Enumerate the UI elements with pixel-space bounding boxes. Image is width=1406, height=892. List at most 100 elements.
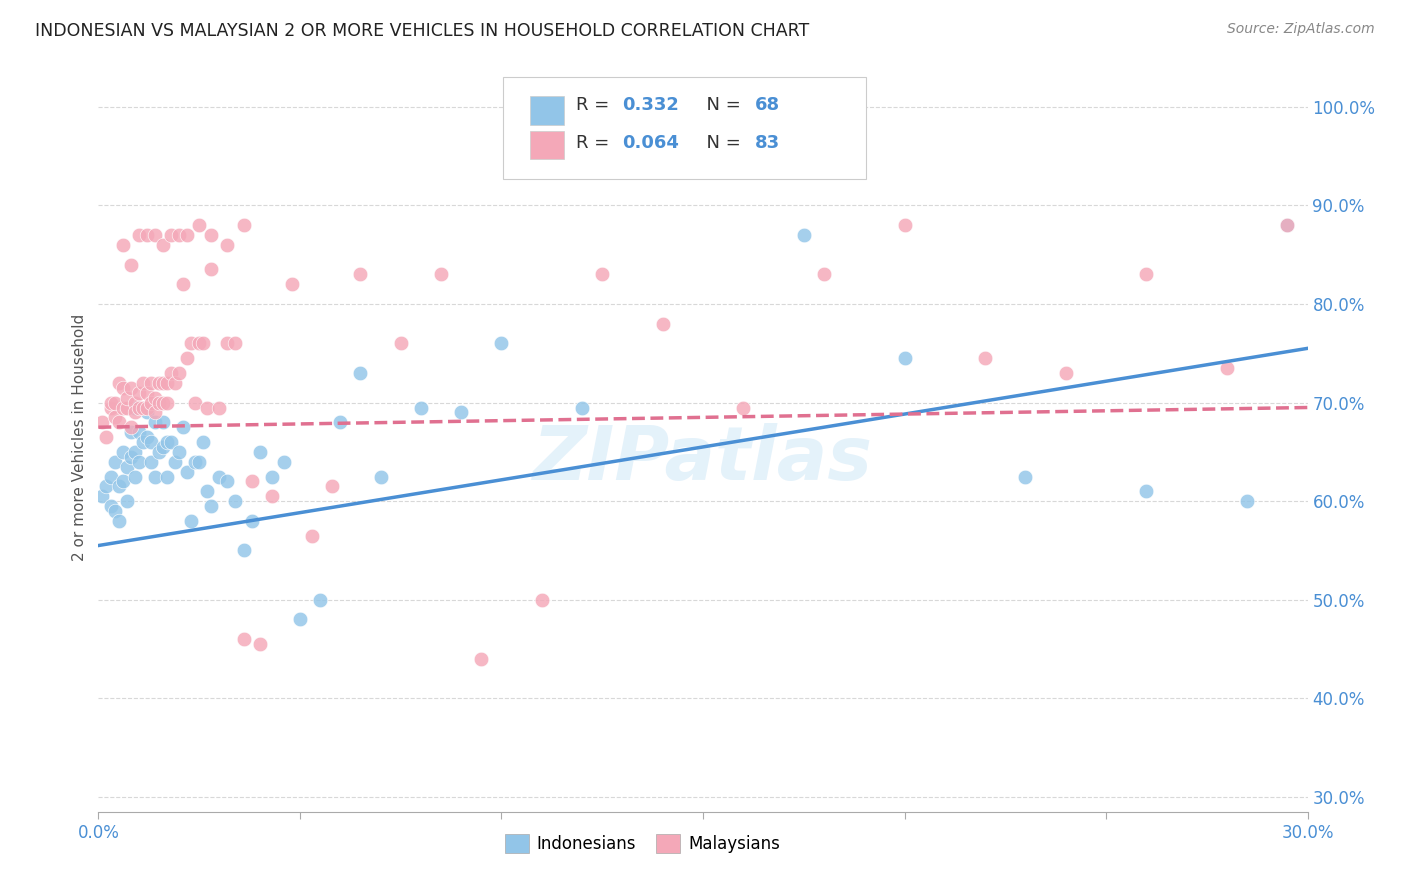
Point [111,445,134,459]
Point [1216,361,1239,376]
Point [152,415,174,429]
Point [1236,494,1258,508]
Point [193,336,215,351]
Point [132,376,155,390]
Point [217,336,239,351]
Point [217,475,239,489]
Point [135,401,157,415]
Point [152,376,174,390]
Point [172,420,194,434]
Point [91,489,114,503]
Point [152,395,174,409]
Text: R =: R = [576,96,614,114]
Point [132,401,155,415]
Point [156,376,179,390]
Point [148,376,170,390]
Point [200,262,222,277]
Point [240,475,263,489]
Point [813,268,835,282]
Point [100,499,122,513]
Point [156,435,179,450]
Point [530,592,553,607]
Point [172,277,194,292]
Point [128,385,150,400]
Point [132,435,155,450]
Point [115,459,138,474]
Point [103,504,125,518]
Text: Source: ZipAtlas.com: Source: ZipAtlas.com [1227,22,1375,37]
Point [139,376,162,390]
Point [100,469,122,483]
Point [143,405,166,419]
Point [167,445,190,459]
Point [224,336,246,351]
Point [128,425,150,439]
Point [128,401,150,415]
Point [195,484,218,499]
Point [733,401,755,415]
Point [184,455,207,469]
Point [260,489,283,503]
Text: 68: 68 [755,96,780,114]
Point [148,395,170,409]
Point [893,351,915,366]
Point [249,637,271,651]
Point [103,455,125,469]
Point [273,455,295,469]
Point [349,268,371,282]
Point [107,376,129,390]
Point [156,469,179,483]
Point [120,381,142,395]
Point [200,499,222,513]
Point [160,366,183,380]
Text: INDONESIAN VS MALAYSIAN 2 OR MORE VEHICLES IN HOUSEHOLD CORRELATION CHART: INDONESIAN VS MALAYSIAN 2 OR MORE VEHICL… [35,22,810,40]
Point [124,405,146,419]
Point [163,376,186,390]
Point [120,420,142,434]
Point [120,258,142,272]
Point [321,479,343,493]
Point [188,218,211,232]
Point [232,543,254,558]
Point [107,479,129,493]
Point [188,336,211,351]
Point [135,430,157,444]
Point [301,529,323,543]
Point [107,415,129,429]
Point [148,395,170,409]
Legend: Indonesians, Malaysians: Indonesians, Malaysians [499,827,786,860]
Point [651,317,673,331]
Point [240,514,263,528]
Point [793,227,815,242]
Point [115,494,138,508]
Point [1277,218,1299,232]
Point [143,391,166,405]
Point [309,592,332,607]
Point [132,401,155,415]
Text: 0.332: 0.332 [621,96,679,114]
Point [139,395,162,409]
Point [260,469,283,483]
Point [491,336,513,351]
Point [180,336,202,351]
Point [195,401,218,415]
Point [143,469,166,483]
Point [288,612,311,626]
Point [143,415,166,429]
Point [281,277,304,292]
Point [232,632,254,647]
Point [167,366,190,380]
Point [111,475,134,489]
Point [100,395,122,409]
Text: 0.064: 0.064 [621,134,679,152]
Point [974,351,997,366]
Point [120,425,142,439]
Point [389,336,412,351]
Point [160,435,183,450]
Point [1054,366,1077,380]
Point [692,129,714,144]
Point [124,469,146,483]
Point [111,401,134,415]
Point [193,435,215,450]
Point [470,652,492,666]
